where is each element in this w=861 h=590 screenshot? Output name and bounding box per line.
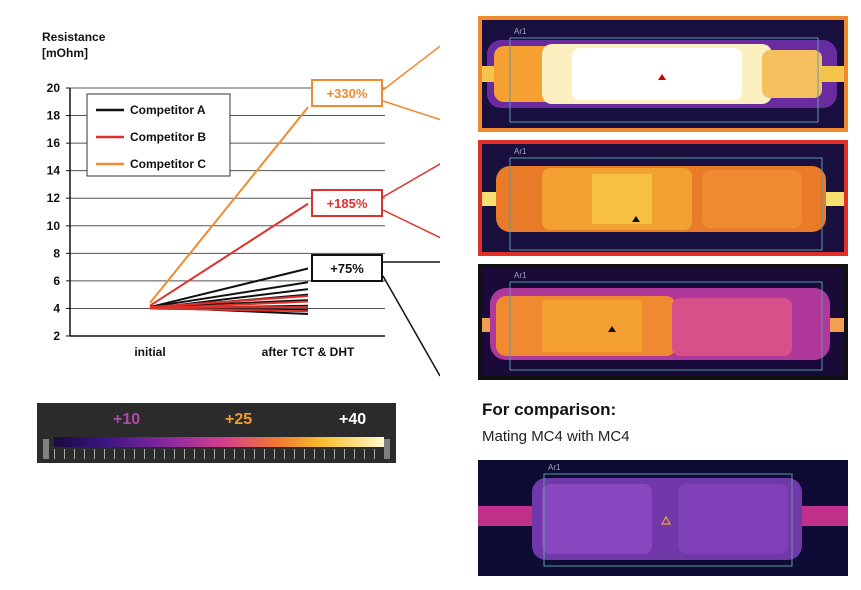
scale-end-left <box>43 439 49 459</box>
competitor-b-line <box>149 202 309 307</box>
competitor-a-line <box>149 267 309 309</box>
temperature-scale: +10 +25 +40 <box>37 403 396 463</box>
y-axis-unit: [mOhm] <box>42 46 88 60</box>
y-tick-label: 6 <box>53 274 60 288</box>
thermal-image-mc4: Ar1 <box>478 460 848 576</box>
roi-label: Ar1 <box>514 27 527 36</box>
y-tick-label: 12 <box>47 191 61 205</box>
annotation-330: +330% <box>311 79 383 107</box>
connector-b-top <box>382 163 440 198</box>
scale-label-10: +10 <box>113 411 141 428</box>
legend-label: Competitor C <box>130 157 206 171</box>
thermal-image-competitor-c: Ar1 <box>478 16 848 132</box>
scale-label-25: +25 <box>225 411 253 428</box>
y-tick-label: 16 <box>47 136 61 150</box>
comparison-title: For comparison: <box>482 400 617 419</box>
y-tick-label: 2 <box>53 329 60 343</box>
scale-gradient-bar <box>54 437 384 447</box>
roi-label: Ar1 <box>548 463 561 472</box>
annotation-75: +75% <box>311 254 383 282</box>
scale-label-40: +40 <box>339 411 367 428</box>
thermal-image-competitor-a: Ar1 <box>478 264 848 380</box>
legend-box <box>86 93 231 177</box>
competitor-b-line <box>149 295 309 309</box>
x-tick-label: after TCT & DHT <box>262 345 355 359</box>
x-tick-label: initial <box>134 345 165 359</box>
y-tick-label: 18 <box>47 109 61 123</box>
y-tick-label: 8 <box>53 246 60 260</box>
y-tick-label: 10 <box>47 219 61 233</box>
connector-c-bottom <box>382 100 440 121</box>
connector-a-bottom <box>382 275 440 377</box>
y-axis-title: Resistance <box>42 30 106 44</box>
legend-label: Competitor A <box>130 103 206 117</box>
competitor-a-line <box>149 281 309 309</box>
competitor-c-line <box>149 106 309 304</box>
connector-c-top <box>382 45 440 91</box>
comparison-subtitle: Mating MC4 with MC4 <box>482 428 630 445</box>
y-tick-label: 14 <box>47 164 61 178</box>
connector-b-bottom <box>382 209 440 239</box>
roi-label: Ar1 <box>514 147 527 156</box>
y-tick-label: 4 <box>53 301 60 315</box>
legend-label: Competitor B <box>130 130 206 144</box>
scale-end-right <box>384 439 390 459</box>
competitor-b-line <box>149 307 309 313</box>
thermal-image-competitor-b: Ar1 <box>478 140 848 256</box>
annotation-185: +185% <box>311 189 383 217</box>
y-tick-label: 20 <box>47 81 61 95</box>
scale-ticks <box>54 449 384 459</box>
roi-label: Ar1 <box>514 271 527 280</box>
